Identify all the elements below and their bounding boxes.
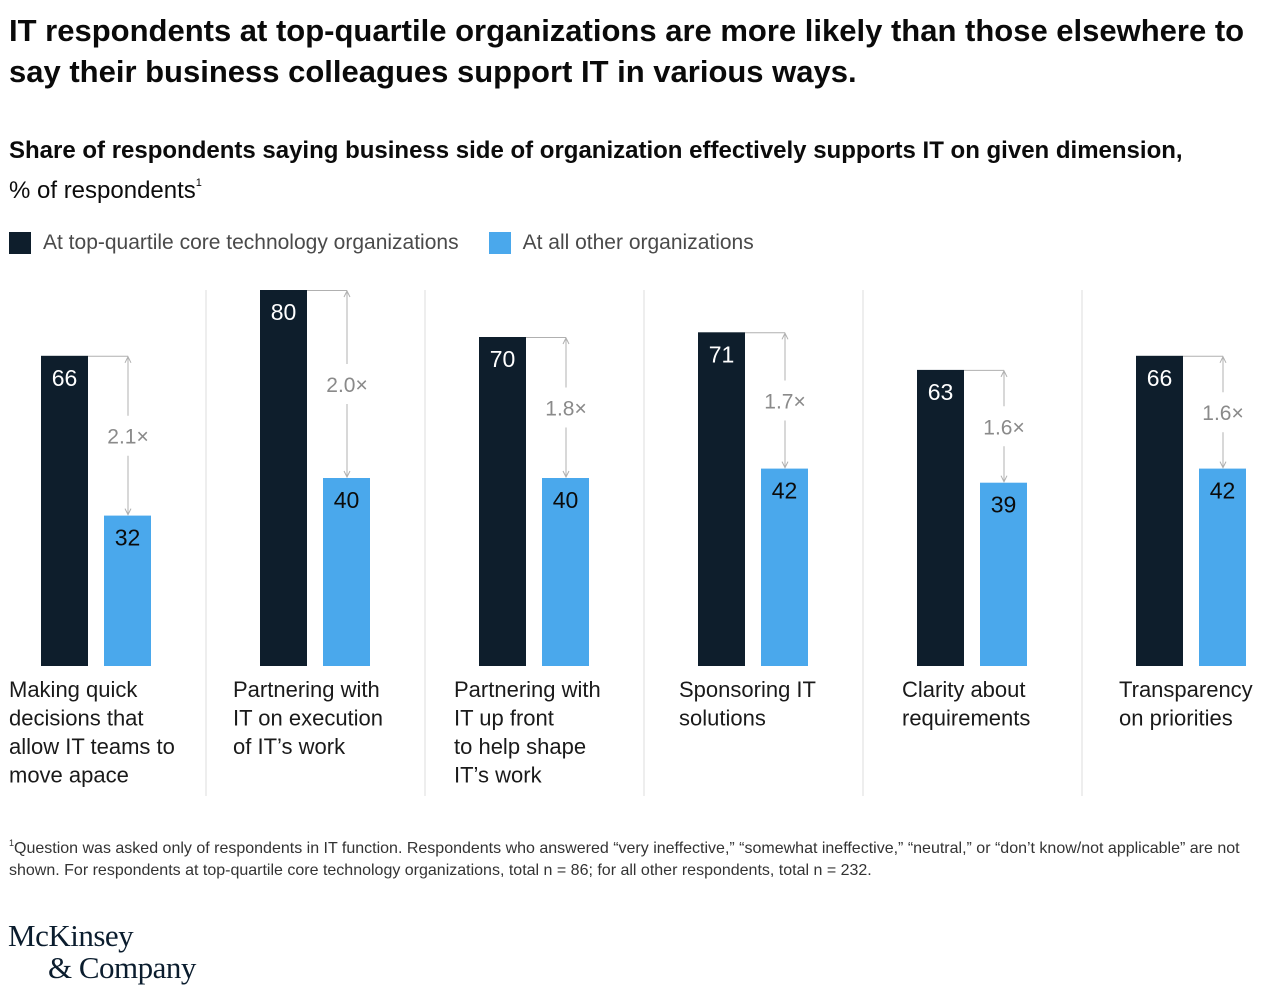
subtitle-unit: % of respondents <box>9 177 196 204</box>
logo-line-1: McKinsey <box>8 918 134 953</box>
arrow-head-up <box>562 336 570 345</box>
multiplier-label: 1.7× <box>764 390 805 413</box>
category-label: Sponsoring IT <box>679 677 816 702</box>
bar-all-other <box>761 468 808 666</box>
category-label: move apace <box>9 763 129 788</box>
bar-all-other <box>323 478 370 666</box>
chart-subtitle: Share of respondents saying business sid… <box>9 135 1264 207</box>
category-label: IT’s work <box>454 763 543 788</box>
bar-all-other <box>980 482 1027 666</box>
arrow-head-down <box>562 470 570 479</box>
legend: At top-quartile core technology organiza… <box>9 228 784 258</box>
category-label: Making quick <box>9 677 138 702</box>
bar-top-quartile <box>698 332 745 666</box>
arrow-head-up <box>343 289 351 298</box>
bar-all-other <box>1199 468 1246 666</box>
value-label-top-quartile: 70 <box>490 346 516 372</box>
category-label: IT on execution <box>233 706 383 731</box>
multiplier-label: 2.0× <box>326 374 367 397</box>
legend-label-all-other: At all other organizations <box>522 231 754 254</box>
arrow-head-down <box>781 461 789 469</box>
bar-top-quartile <box>1136 355 1183 666</box>
footnote-text: Question was asked only of respondents i… <box>9 840 1240 879</box>
category-label: on priorities <box>1119 706 1233 731</box>
arrow-head-up <box>124 355 132 364</box>
category-label: IT up front <box>454 706 554 731</box>
arrow-head-up <box>1000 369 1008 378</box>
category-label: Transparency <box>1119 677 1253 702</box>
legend-item-top-quartile: At top-quartile core technology organiza… <box>9 231 459 255</box>
bar-all-other <box>104 515 151 666</box>
legend-swatch-top-quartile <box>9 232 31 254</box>
category-label: Partnering with <box>233 677 380 702</box>
arrow-head-down <box>1219 461 1227 469</box>
multiplier-label: 1.6× <box>1202 402 1243 425</box>
arrow-head-up <box>781 332 789 340</box>
bar-top-quartile <box>479 337 526 666</box>
bar-chart: 66 32 2.1× Making quick decisions that allow … <box>9 289 1253 796</box>
arrow-head-up <box>1219 355 1227 364</box>
category-label: decisions that <box>9 706 144 731</box>
value-label-all-other: 42 <box>772 478 798 504</box>
value-label-top-quartile: 71 <box>709 341 735 367</box>
footnote: 1Question was asked only of respondents … <box>9 832 1249 882</box>
subtitle-main: Share of respondents saying business sid… <box>9 137 1183 164</box>
category-label: requirements <box>902 706 1030 731</box>
bar-top-quartile <box>917 369 964 666</box>
category-label: to help shape <box>454 734 586 759</box>
logo-line-2: & Company <box>48 950 196 985</box>
arrow-head-down <box>343 470 351 479</box>
multiplier-label: 1.6× <box>983 416 1024 439</box>
category-label: of IT’s work <box>233 734 346 759</box>
subtitle-footnote-mark: 1 <box>195 177 202 189</box>
value-label-top-quartile: 66 <box>1147 365 1173 391</box>
value-label-all-other: 39 <box>991 492 1017 518</box>
legend-item-all-other: At all other organizations <box>488 231 754 255</box>
value-label-top-quartile: 80 <box>271 299 297 325</box>
category-label: Partnering with <box>454 677 601 702</box>
value-label-all-other: 40 <box>553 487 579 513</box>
value-label-all-other: 40 <box>334 487 360 513</box>
value-label-top-quartile: 63 <box>928 379 954 405</box>
multiplier-label: 1.8× <box>545 398 586 421</box>
chart-title: IT respondents at top-quartile organizat… <box>9 13 1245 89</box>
mckinsey-logo: McKinsey & Company <box>8 920 196 984</box>
multiplier-label: 2.1× <box>107 426 148 449</box>
category-label: Clarity about <box>902 677 1026 702</box>
category-label: allow IT teams to <box>9 734 175 759</box>
bar-top-quartile <box>260 290 307 666</box>
arrow-head-down <box>124 508 132 516</box>
value-label-all-other: 42 <box>1210 478 1236 504</box>
value-label-top-quartile: 66 <box>52 365 78 391</box>
value-label-all-other: 32 <box>115 525 141 551</box>
category-label: solutions <box>679 706 766 731</box>
bar-top-quartile <box>41 355 88 666</box>
bar-all-other <box>542 478 589 666</box>
legend-label-top-quartile: At top-quartile core technology organiza… <box>43 231 459 254</box>
footnote-mark: 1 <box>9 838 15 848</box>
arrow-head-down <box>1000 475 1008 483</box>
legend-swatch-all-other <box>488 232 511 254</box>
